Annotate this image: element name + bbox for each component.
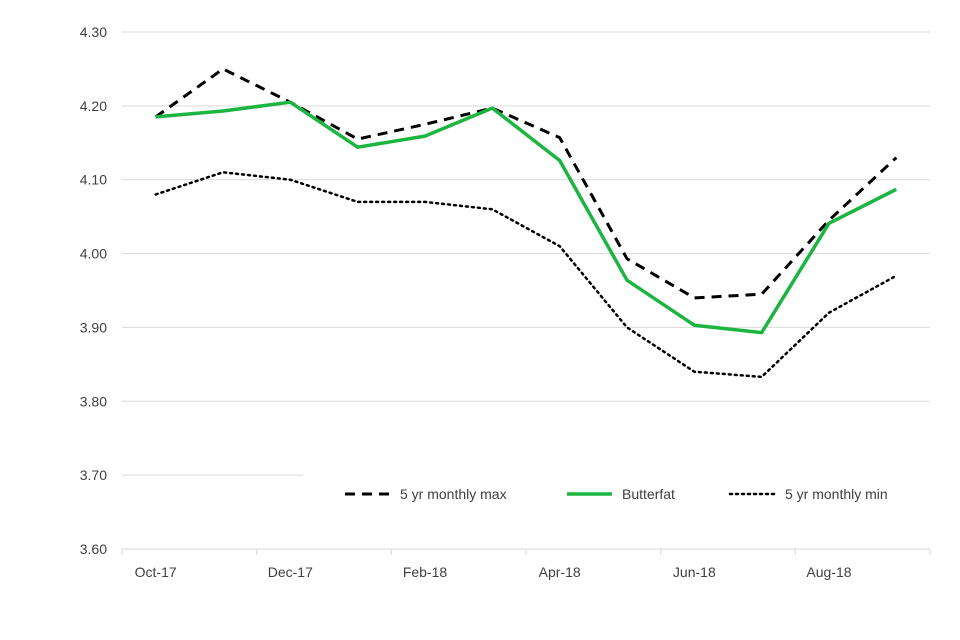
x-tick-label: Feb-18 bbox=[403, 564, 448, 580]
legend-label: Butterfat bbox=[622, 486, 675, 502]
legend: 5 yr monthly max Butterfat 5 yr monthly mi… bbox=[345, 486, 888, 502]
x-tick-label: Dec-17 bbox=[268, 564, 313, 580]
series-line-butterfat bbox=[155, 100, 898, 335]
x-axis-ticks: Oct-17 Dec-17 Feb-18 Apr-18 Jun-18 Aug-18 bbox=[135, 564, 852, 580]
y-tick-label: 4.20 bbox=[80, 98, 107, 114]
x-tick-label: Oct-17 bbox=[135, 564, 177, 580]
y-tick-label: 4.00 bbox=[80, 246, 107, 262]
series-line-5-yr-monthly-min bbox=[154, 171, 898, 379]
y-tick-label: 4.10 bbox=[80, 172, 107, 188]
series-line-5-yr-monthly-max bbox=[154, 67, 898, 300]
y-tick-label: 4.30 bbox=[80, 24, 107, 40]
legend-label: 5 yr monthly max bbox=[400, 486, 507, 502]
y-tick-label: 3.70 bbox=[80, 467, 107, 483]
x-axis bbox=[121, 548, 931, 555]
y-axis-ticks: 4.30 4.20 4.10 4.00 3.90 3.80 3.70 3.60 bbox=[80, 24, 107, 557]
series-lines bbox=[154, 67, 898, 379]
legend-label: 5 yr monthly min bbox=[785, 486, 888, 502]
x-tick-label: Aug-18 bbox=[806, 564, 851, 580]
x-tick-label: Apr-18 bbox=[539, 564, 581, 580]
y-tick-label: 3.90 bbox=[80, 319, 107, 335]
x-tick-label: Jun-18 bbox=[673, 564, 716, 580]
y-tick-label: 3.60 bbox=[80, 541, 107, 557]
y-tick-label: 3.80 bbox=[80, 393, 107, 409]
